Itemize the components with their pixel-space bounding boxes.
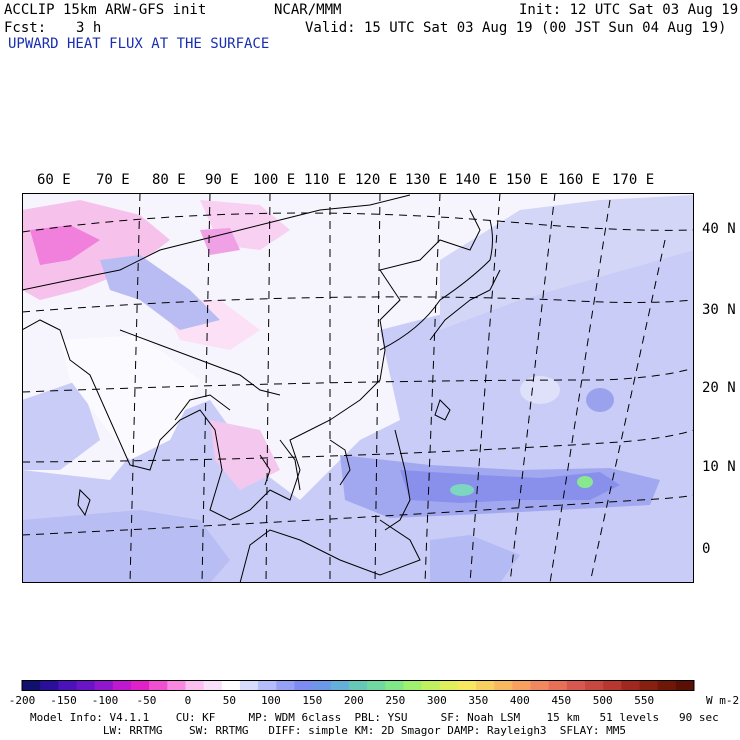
colorbar-swatch <box>457 680 477 690</box>
colorbar-tick-15: 550 <box>634 694 655 707</box>
lon-label-6: 120 E <box>355 172 398 188</box>
colorbar-tick-6: 100 <box>260 694 281 707</box>
colorbar-tick-9: 250 <box>385 694 406 707</box>
lon-label-2: 80 E <box>152 172 186 188</box>
colorbar-swatch <box>494 680 513 690</box>
colorbar-swatch <box>312 680 332 690</box>
colorbar-swatch <box>421 680 441 690</box>
flux-max-b <box>577 476 593 488</box>
colorbar-tick-5: 50 <box>222 694 237 707</box>
colorbar-swatch <box>40 680 59 690</box>
colorbar-swatch <box>367 680 386 690</box>
colorbar-tick-10: 300 <box>426 694 447 707</box>
lon-label-4: 100 E <box>253 172 296 188</box>
colorbar-swatch <box>185 680 205 690</box>
colorbar-swatch <box>22 680 41 690</box>
lat-label-0: 40 N <box>702 221 736 237</box>
colorbar-tick-0: -200 <box>8 694 36 707</box>
colorbar-swatch <box>403 680 423 690</box>
colorbar-swatch <box>476 680 495 690</box>
colorbar-swatch <box>94 680 114 690</box>
lon-label-9: 150 E <box>506 172 549 188</box>
graticule <box>22 193 694 583</box>
flux-max-a <box>450 484 474 496</box>
colorbar-swatch <box>221 680 241 690</box>
colorbar-tick-7: 150 <box>302 694 323 707</box>
colorbar-swatch <box>239 680 259 690</box>
fcst-value: 3 h <box>76 20 102 36</box>
colorbar-swatch <box>76 680 96 690</box>
init-time: Init: 12 UTC Sat 03 Aug 19 <box>519 2 739 18</box>
lon-label-8: 140 E <box>455 172 498 188</box>
lon-label-3: 90 E <box>205 172 239 188</box>
colorbar-swatch <box>294 680 314 690</box>
lon-label-0: 60 E <box>37 172 71 188</box>
valid-time: Valid: 15 UTC Sat 03 Aug 19 (00 JST Sun … <box>305 20 727 36</box>
colorbar-swatch <box>348 680 368 690</box>
colorbar-swatch <box>566 680 586 690</box>
colorbar-swatch <box>385 680 404 690</box>
colorbar-swatch <box>439 680 459 690</box>
colorbar-swatch <box>548 680 568 690</box>
lat-label-3: 10 N <box>702 459 736 475</box>
colorbar-swatch <box>530 680 550 690</box>
lon-label-10: 160 E <box>558 172 601 188</box>
colorbar-swatch <box>330 680 350 690</box>
coastlines <box>22 194 501 583</box>
colorbar-swatch <box>512 680 532 690</box>
lat-label-2: 20 N <box>702 380 736 396</box>
colorbar-tick-13: 450 <box>551 694 572 707</box>
lat-label-1: 30 N <box>702 302 736 318</box>
lat-label-4: 0 <box>702 541 711 557</box>
colorbar-tick-3: -50 <box>136 694 157 707</box>
model-info-line2: LW: RRTMG SW: RRTMG DIFF: simple KM: 2D … <box>30 724 627 737</box>
colorbar-swatch <box>585 680 604 690</box>
lon-label-11: 170 E <box>612 172 655 188</box>
colorbar-swatch <box>130 680 150 690</box>
colorbar-swatch <box>639 680 659 690</box>
colorbar-tick-8: 200 <box>343 694 364 707</box>
colorbar-swatch <box>58 680 77 690</box>
colorbar-swatch <box>167 680 186 690</box>
colorbar-swatch <box>258 680 277 690</box>
pink-land-flux <box>22 200 170 300</box>
lon-label-7: 130 E <box>405 172 448 188</box>
colorbar-swatch <box>657 680 677 690</box>
colorbar-swatch <box>621 680 641 690</box>
colorbar-tick-12: 400 <box>509 694 530 707</box>
colorbar-tick-14: 500 <box>592 694 613 707</box>
lon-label-5: 110 E <box>304 172 347 188</box>
colorbar-frame <box>21 680 695 691</box>
flux-field <box>22 193 694 583</box>
colorbar-swatch <box>603 680 622 690</box>
colorbar-units: W m-2 <box>706 694 740 707</box>
colorbar-tick-4: 0 <box>184 694 192 707</box>
colorbar-swatch <box>675 680 695 690</box>
colorbar-swatch <box>276 680 295 690</box>
model-info-line1: Model Info: V4.1.1 CU: KF MP: WDM 6class… <box>30 711 719 724</box>
colorbar <box>21 680 695 691</box>
colorbar-tick-1: -150 <box>50 694 77 707</box>
model-title: ACCLIP 15km ARW-GFS init <box>4 2 207 18</box>
colorbar-swatch <box>112 680 132 690</box>
colorbar-tick-11: 350 <box>468 694 489 707</box>
org-label: NCAR/MMM <box>274 2 342 18</box>
lon-label-1: 70 E <box>96 172 130 188</box>
colorbar-swatch <box>149 680 168 690</box>
colorbar-swatch <box>203 680 223 690</box>
map-frame <box>22 193 694 583</box>
fcst-label: Fcst: <box>4 20 47 36</box>
field-title: UPWARD HEAT FLUX AT THE SURFACE <box>8 36 270 52</box>
colorbar-tick-2: -100 <box>91 694 119 707</box>
